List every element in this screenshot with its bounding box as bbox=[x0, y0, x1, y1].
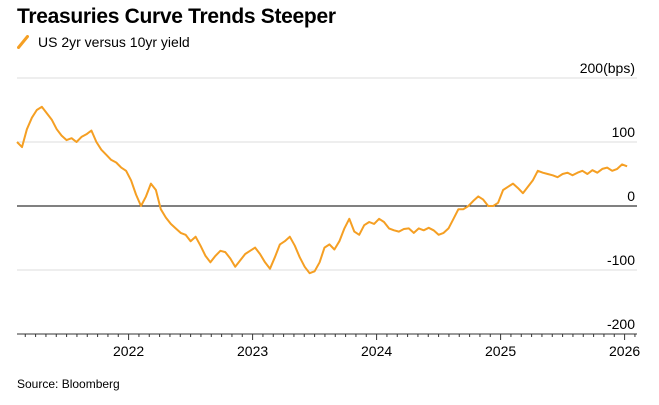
x-tick-label: 2025 bbox=[485, 343, 516, 359]
series-line-us-2yr-10yr bbox=[16, 105, 628, 275]
gridlines bbox=[17, 77, 637, 271]
y-tick-label: 100 bbox=[612, 124, 636, 140]
source-note: Source: Bloomberg bbox=[17, 377, 120, 391]
legend-swatch-icon bbox=[17, 35, 29, 49]
x-tick-label: 2023 bbox=[237, 343, 268, 359]
y-tick-label: -200 bbox=[607, 316, 635, 332]
chart-title: Treasuries Curve Trends Steeper bbox=[17, 5, 336, 28]
y-axis-labels: -200 -100 0 100 200(bps) bbox=[580, 60, 635, 332]
y-tick-label: 200(bps) bbox=[580, 60, 635, 76]
y-tick-label: -100 bbox=[607, 252, 635, 268]
x-axis-ticks: 2022 2023 2024 2025 2026 bbox=[24, 334, 640, 359]
legend-label: US 2yr versus 10yr yield bbox=[38, 34, 190, 50]
legend-swatch-line bbox=[17, 35, 29, 49]
x-tick-label: 2026 bbox=[609, 343, 640, 359]
x-tick-label: 2024 bbox=[361, 343, 392, 359]
x-tick-label: 2022 bbox=[113, 343, 144, 359]
y-tick-label: 0 bbox=[627, 188, 635, 204]
legend: US 2yr versus 10yr yield bbox=[17, 34, 190, 50]
